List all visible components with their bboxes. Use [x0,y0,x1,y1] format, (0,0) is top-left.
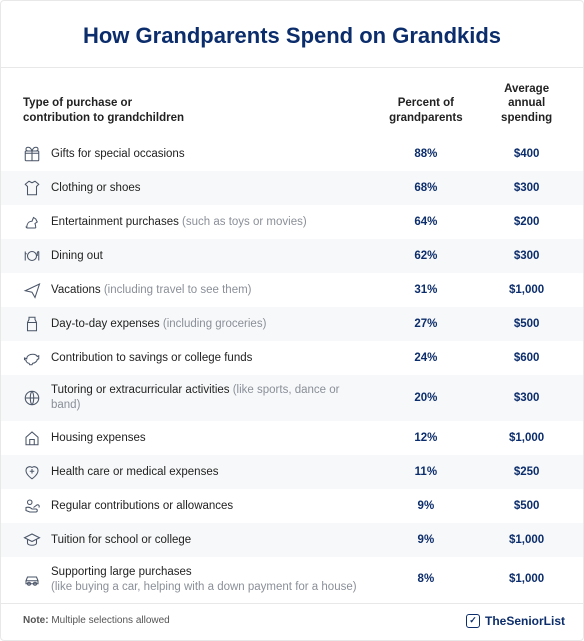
col-header-label: Type of purchase orcontribution to grand… [1,68,373,137]
hand-icon [23,497,41,515]
plane-icon [23,281,41,299]
shirt-icon [23,179,41,197]
row-sublabel: (such as toys or movies) [179,216,307,228]
row-pct: 9% [373,523,478,557]
row-label: Entertainment purchases (such as toys or… [51,215,307,230]
footer: Note: Multiple selections allowed ✓ TheS… [1,603,583,640]
row-amt: $600 [478,341,583,375]
row-label: Regular contributions or allowances [51,499,233,514]
row-amt: $1,000 [478,421,583,455]
row-pct: 88% [373,137,478,171]
infographic-card: How Grandparents Spend on Grandkids Type… [0,0,584,641]
row-pct: 20% [373,375,478,421]
horse-icon [23,213,41,231]
row-amt: $300 [478,375,583,421]
col-header-amt: Average annualspending [478,68,583,137]
row-label: Housing expenses [51,431,146,446]
row-amt: $250 [478,455,583,489]
row-label-cell: Dining out [1,239,373,273]
row-pct: 62% [373,239,478,273]
health-icon [23,463,41,481]
brand: ✓ TheSeniorList [466,614,565,628]
cap-icon [23,531,41,549]
row-pct: 64% [373,205,478,239]
table-row: Vacations (including travel to see them)… [1,273,583,307]
table-row: Housing expenses 12%$1,000 [1,421,583,455]
row-label-cell: Tutoring or extracurricular activities (… [1,375,373,421]
row-label-cell: Contribution to savings or college funds [1,341,373,375]
note: Note: Multiple selections allowed [23,615,170,626]
house-icon [23,429,41,447]
table-row: Entertainment purchases (such as toys or… [1,205,583,239]
brand-name: TheSeniorList [485,614,565,628]
table-row: Gifts for special occasions 88%$400 [1,137,583,171]
row-pct: 8% [373,557,478,603]
table-row: Tuition for school or college 9%$1,000 [1,523,583,557]
row-amt: $1,000 [478,557,583,603]
table-row: Contribution to savings or college funds… [1,341,583,375]
row-sublabel: (like buying a car, helping with a down … [51,581,357,593]
row-pct: 12% [373,421,478,455]
row-label-cell: Health care or medical expenses [1,455,373,489]
milk-icon [23,315,41,333]
row-amt: $300 [478,239,583,273]
row-sublabel: (including groceries) [160,318,267,330]
row-label-cell: Supporting large purchases(like buying a… [1,557,373,603]
row-label-cell: Gifts for special occasions [1,137,373,171]
row-label-cell: Vacations (including travel to see them) [1,273,373,307]
row-amt: $400 [478,137,583,171]
table-row: Day-to-day expenses (including groceries… [1,307,583,341]
table-row: Health care or medical expenses 11%$250 [1,455,583,489]
brand-badge-icon: ✓ [466,614,480,628]
table-row: Dining out 62%$300 [1,239,583,273]
row-label: Vacations (including travel to see them) [51,283,252,298]
table-row: Supporting large purchases(like buying a… [1,557,583,603]
row-label: Day-to-day expenses (including groceries… [51,317,266,332]
table-row: Clothing or shoes 68%$300 [1,171,583,205]
row-label: Health care or medical expenses [51,465,218,480]
table-row: Regular contributions or allowances 9%$50… [1,489,583,523]
row-label-cell: Day-to-day expenses (including groceries… [1,307,373,341]
row-label: Contribution to savings or college funds [51,351,252,366]
row-amt: $1,000 [478,523,583,557]
row-label: Supporting large purchases(like buying a… [51,565,357,595]
car-icon [23,571,41,589]
row-label: Tuition for school or college [51,533,191,548]
page-title: How Grandparents Spend on Grandkids [21,23,563,49]
row-pct: 68% [373,171,478,205]
row-label-cell: Tuition for school or college [1,523,373,557]
piggy-icon [23,349,41,367]
row-pct: 31% [373,273,478,307]
row-amt: $500 [478,307,583,341]
title-wrap: How Grandparents Spend on Grandkids [1,1,583,68]
row-pct: 24% [373,341,478,375]
row-pct: 9% [373,489,478,523]
row-label-cell: Regular contributions or allowances [1,489,373,523]
col-header-pct: Percent ofgrandparents [373,68,478,137]
row-amt: $500 [478,489,583,523]
spending-table: Type of purchase orcontribution to grand… [1,68,583,603]
gift-icon [23,145,41,163]
table-row: Tutoring or extracurricular activities (… [1,375,583,421]
row-amt: $200 [478,205,583,239]
ball-icon [23,389,41,407]
row-pct: 27% [373,307,478,341]
row-label: Clothing or shoes [51,181,141,196]
row-label: Dining out [51,249,103,264]
row-amt: $1,000 [478,273,583,307]
row-label: Gifts for special occasions [51,147,185,162]
row-pct: 11% [373,455,478,489]
row-label-cell: Housing expenses [1,421,373,455]
row-sublabel: (including travel to see them) [101,284,252,296]
dining-icon [23,247,41,265]
row-label: Tutoring or extracurricular activities (… [51,383,363,413]
row-label-cell: Entertainment purchases (such as toys or… [1,205,373,239]
row-amt: $300 [478,171,583,205]
row-label-cell: Clothing or shoes [1,171,373,205]
